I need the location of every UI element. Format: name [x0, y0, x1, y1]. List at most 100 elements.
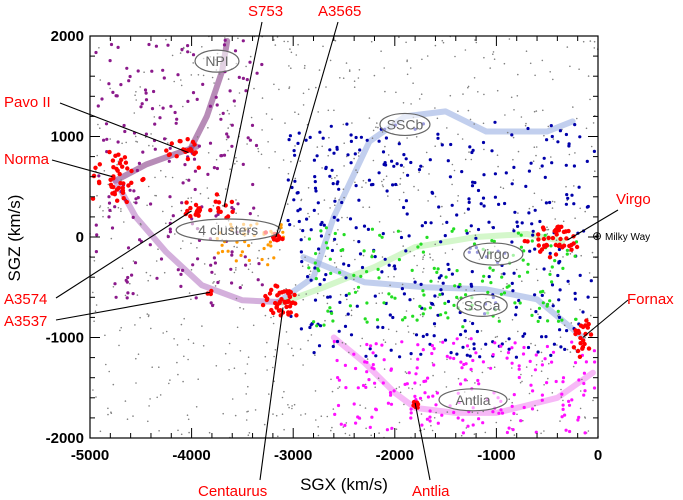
data-point — [153, 122, 157, 126]
data-point — [465, 231, 469, 235]
data-point — [376, 325, 380, 329]
data-point — [374, 386, 377, 389]
data-point — [102, 138, 106, 142]
data-point — [348, 69, 351, 71]
data-point — [562, 220, 565, 223]
data-point — [380, 235, 384, 239]
data-point — [148, 405, 150, 407]
data-point — [214, 192, 220, 197]
data-point — [402, 171, 405, 174]
data-point — [549, 71, 551, 73]
data-point — [354, 421, 358, 425]
data-point — [174, 233, 176, 235]
data-point — [489, 67, 492, 69]
data-point — [420, 93, 423, 95]
data-point — [306, 275, 310, 279]
data-point — [592, 349, 597, 353]
data-point — [419, 384, 422, 386]
data-point — [550, 360, 554, 364]
data-point — [446, 127, 448, 129]
data-point — [158, 116, 162, 120]
data-point — [307, 339, 309, 342]
data-point — [209, 288, 214, 294]
data-point — [329, 271, 333, 275]
data-point — [535, 146, 538, 148]
data-point — [577, 378, 581, 382]
data-point — [407, 331, 410, 333]
data-point — [443, 371, 446, 373]
data-point — [274, 44, 277, 46]
data-point — [398, 199, 401, 201]
data-point — [512, 393, 516, 397]
data-point — [457, 195, 460, 197]
data-point — [235, 156, 237, 159]
data-point — [514, 355, 519, 359]
data-point — [560, 318, 564, 322]
data-point — [220, 154, 224, 158]
data-point — [158, 430, 160, 432]
data-point — [179, 52, 182, 54]
data-point — [582, 381, 586, 386]
data-point — [382, 301, 386, 305]
region-ellipse-antlia — [438, 388, 508, 412]
data-point — [313, 175, 317, 179]
data-point — [253, 87, 255, 90]
data-point — [588, 332, 594, 337]
data-point — [192, 62, 194, 64]
data-point — [168, 146, 172, 150]
data-point — [452, 410, 456, 415]
data-point — [228, 113, 230, 115]
data-point — [343, 423, 347, 427]
data-point — [469, 230, 471, 233]
data-point — [576, 418, 580, 422]
data-point — [451, 183, 453, 186]
data-point — [317, 111, 320, 113]
data-point — [272, 322, 275, 325]
data-point — [187, 358, 189, 361]
data-point — [543, 430, 545, 432]
data-point — [520, 373, 522, 376]
data-point — [474, 234, 477, 237]
data-point — [500, 411, 505, 415]
data-point — [591, 251, 594, 254]
data-point — [290, 185, 294, 190]
data-point — [135, 99, 137, 101]
data-point — [473, 123, 476, 125]
data-point — [491, 268, 495, 272]
data-point — [186, 414, 189, 417]
data-point — [385, 175, 388, 177]
data-point — [352, 273, 356, 277]
data-point — [196, 136, 199, 138]
data-point — [373, 255, 377, 259]
data-point — [511, 289, 515, 293]
data-point — [471, 180, 475, 184]
data-point — [358, 252, 363, 256]
data-point — [221, 204, 224, 207]
data-point — [510, 182, 514, 186]
data-point — [191, 53, 196, 57]
data-point — [265, 113, 268, 115]
data-point — [317, 344, 322, 348]
data-point — [552, 78, 554, 81]
data-point — [491, 353, 495, 357]
data-point — [352, 352, 356, 356]
data-point — [557, 261, 561, 265]
data-point — [305, 293, 308, 295]
data-point — [107, 149, 112, 155]
data-point — [157, 248, 159, 250]
data-point — [518, 301, 522, 305]
data-point — [329, 207, 331, 209]
data-point — [354, 226, 358, 230]
data-point — [572, 202, 576, 206]
data-point — [125, 166, 130, 171]
data-point — [322, 45, 324, 48]
data-point — [460, 285, 462, 288]
data-point — [426, 395, 430, 399]
data-point — [335, 266, 338, 268]
data-point — [298, 207, 302, 211]
data-point — [126, 275, 130, 280]
data-point — [215, 166, 219, 171]
data-point — [356, 285, 361, 289]
data-point — [548, 272, 552, 276]
data-point — [297, 113, 300, 115]
